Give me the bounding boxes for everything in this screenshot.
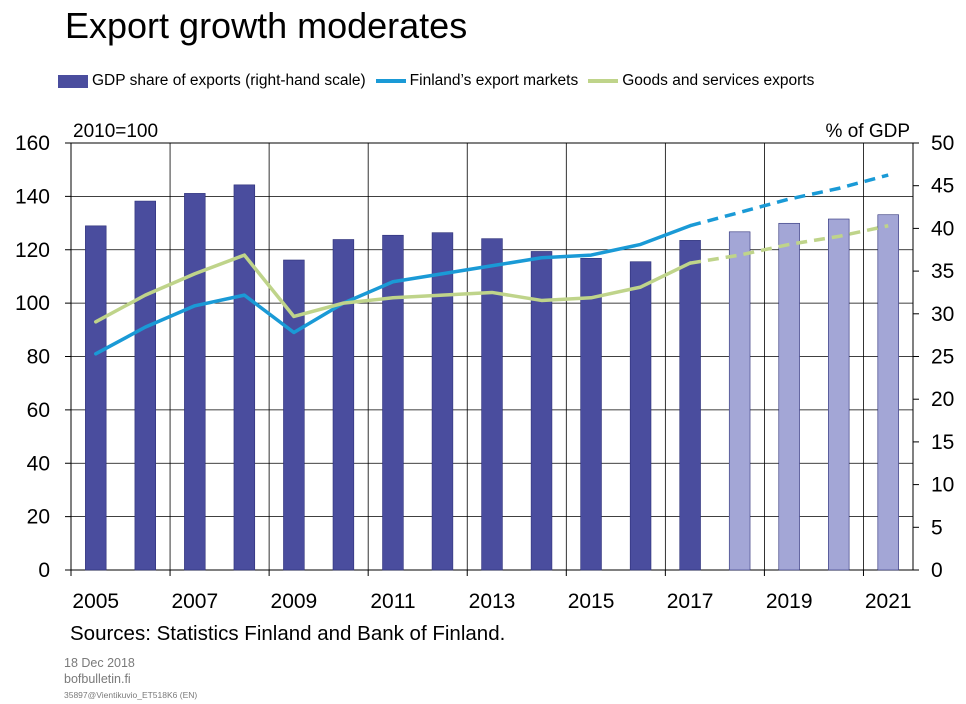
right-tick-label: 40	[931, 217, 954, 240]
right-tick-label: 10	[931, 474, 954, 497]
right-tick-label: 30	[931, 303, 954, 326]
right-tick-label: 35	[931, 260, 954, 283]
legend-swatch-line	[588, 79, 619, 83]
bar	[184, 193, 206, 571]
site-name: bofbulletin.fi	[64, 672, 131, 686]
bar	[728, 231, 751, 571]
bar	[679, 240, 701, 571]
left-tick-label: 0	[38, 559, 50, 582]
bar	[382, 234, 404, 571]
right-tick-label: 15	[931, 431, 954, 454]
series-line-actual	[94, 223, 692, 356]
x-tick-label: 2011	[370, 590, 415, 613]
bar	[233, 184, 256, 571]
bar	[134, 200, 156, 571]
bar	[629, 261, 652, 571]
chart-title: Export growth moderates	[65, 5, 468, 46]
bar	[481, 238, 503, 571]
publish-date: 18 Dec 2018	[64, 656, 135, 670]
bar	[877, 214, 899, 571]
series-line-forecast	[689, 173, 889, 228]
x-tick-label: 2015	[568, 590, 615, 613]
left-tick-label: 40	[27, 452, 50, 475]
right-axis-note: % of GDP	[826, 121, 910, 142]
right-tick-label: 25	[931, 346, 954, 369]
legend-swatch-bar	[58, 74, 88, 88]
legend: GDP share of exports (right-hand scale) …	[58, 70, 824, 92]
left-tick-label: 60	[27, 399, 50, 422]
bar	[778, 222, 800, 571]
right-tick-label: 20	[931, 388, 954, 411]
right-tick-label: 50	[931, 132, 954, 155]
left-tick-label: 100	[15, 292, 50, 315]
series-line-forecast	[689, 224, 889, 265]
legend-item-export-markets: Finland’s export markets	[375, 72, 579, 90]
legend-item-gdp-share: GDP share of exports (right-hand scale)	[58, 72, 366, 90]
x-tick-label: 2009	[271, 590, 318, 613]
right-tick-label: 0	[931, 559, 943, 582]
figure-code: 35897@Vientikuvio_ET518K6 (EN)	[64, 690, 198, 700]
bar	[431, 232, 454, 571]
legend-swatch-line	[375, 79, 406, 83]
left-tick-label: 20	[27, 506, 50, 529]
bar	[283, 259, 305, 571]
x-tick-label: 2013	[469, 590, 516, 613]
bar	[332, 239, 355, 571]
sources-note: Sources: Statistics Finland and Bank of …	[70, 622, 506, 645]
x-tick-label: 2019	[766, 590, 813, 613]
bar	[580, 257, 602, 571]
left-tick-label: 140	[15, 185, 50, 208]
left-axis-note: 2010=100	[73, 121, 158, 142]
x-tick-label: 2005	[72, 590, 119, 613]
left-tick-label: 80	[27, 346, 50, 369]
bar	[828, 218, 850, 571]
bar	[85, 225, 107, 571]
bar	[530, 251, 553, 571]
left-tick-label: 120	[15, 239, 50, 262]
legend-label: Goods and services exports	[622, 72, 815, 89]
series-line-actual	[94, 253, 692, 324]
legend-item-goods-services: Goods and services exports	[588, 72, 814, 90]
right-tick-label: 45	[931, 175, 954, 198]
legend-label: GDP share of exports (right-hand scale)	[92, 72, 366, 89]
x-tick-label: 2017	[667, 590, 714, 613]
legend-label: Finland’s export markets	[409, 72, 579, 89]
x-tick-label: 2007	[171, 590, 218, 613]
x-tick-label: 2021	[865, 590, 912, 613]
right-tick-label: 5	[931, 516, 943, 539]
left-tick-label: 160	[15, 132, 50, 155]
